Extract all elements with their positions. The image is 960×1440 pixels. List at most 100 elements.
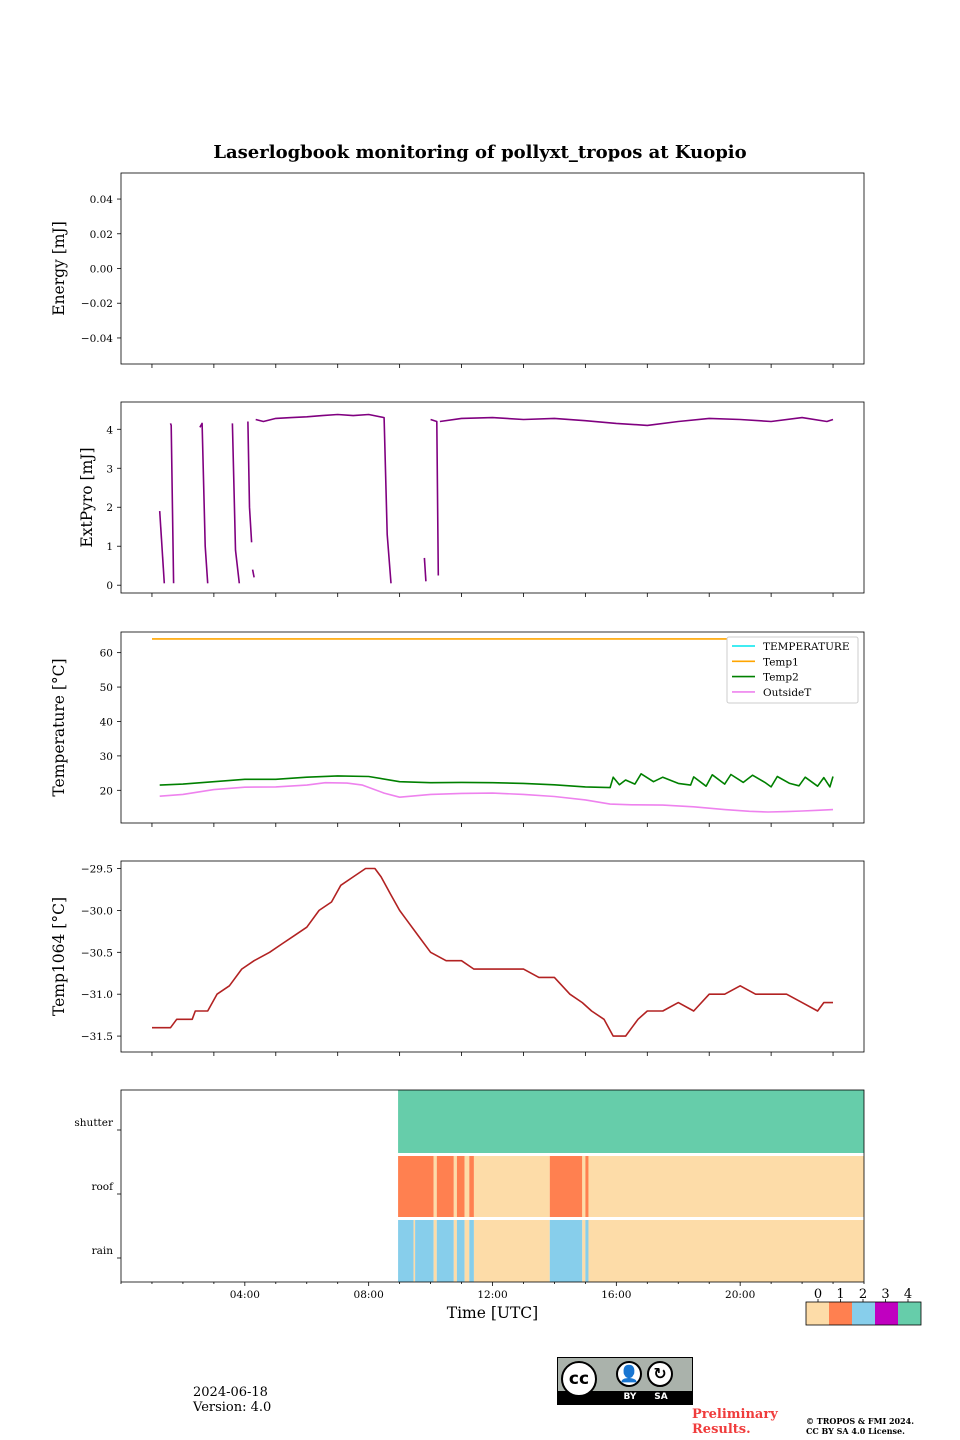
flag-cell-roof (588, 1156, 864, 1217)
copyright-line2: CC BY SA 4.0 License. (806, 1426, 905, 1436)
colorbar-tick-label: 2 (859, 1287, 867, 1302)
flag-cell-rain (464, 1220, 470, 1282)
colorbar-cell-2 (852, 1302, 875, 1325)
flag-cell-rain (398, 1220, 414, 1282)
y-tick-label: −31.0 (81, 989, 113, 1001)
panel-extpyro: 0 1 2 3 4 ExtPyro [mJ] (78, 401, 865, 597)
y-axis-label: Temperature [°C] (50, 658, 68, 796)
flag-cell-rain (473, 1220, 550, 1282)
y-tick-label: 0.02 (90, 229, 113, 241)
flag-cell-rain (415, 1220, 434, 1282)
y-axis-label: ExtPyro [mJ] (78, 447, 96, 547)
y-tick-label: 40 (100, 716, 113, 728)
flag-cell-roof (398, 1156, 434, 1217)
y-tick-label: −30.5 (81, 947, 113, 959)
flag-cell-roof (549, 1156, 583, 1217)
share-alike-icon: ↻ (647, 1361, 673, 1387)
footer-date: 2024-06-18 (193, 1385, 268, 1400)
colorbar-tick-label: 1 (836, 1287, 844, 1302)
flag-cell-roof (436, 1156, 454, 1217)
legend: TEMPERATURE Temp1 Temp2 OutsideT (726, 636, 859, 704)
legend-label-OutsideT: OutsideT (763, 687, 811, 699)
y-tick-label: −0.04 (81, 333, 113, 345)
flag-cell-shutter (398, 1090, 864, 1153)
y-tick-label: 3 (106, 463, 113, 475)
x-tick-label: 04:00 (230, 1289, 260, 1301)
series-line-ExtPyro (439, 416, 834, 427)
colorbar-cell-4 (898, 1302, 921, 1325)
colorbar-tick-label: 0 (814, 1287, 822, 1302)
series-line-OutsideT (159, 781, 834, 813)
flag-cell-rain (453, 1220, 457, 1282)
legend-label-Temp1: Temp1 (763, 656, 799, 668)
flag-cell-rain (413, 1220, 416, 1282)
series-line-ExtPyro (255, 413, 392, 584)
series-line-ExtPyro (199, 422, 209, 584)
y-tick-label: −29.5 (81, 864, 113, 876)
preliminary-label-line1: Preliminary (692, 1407, 778, 1422)
panel-temp1064: −29.5 −30.0 −30.5 −31.0 −31.5 Temp1064 [°C] (50, 860, 865, 1056)
flag-cell-rain (436, 1220, 454, 1282)
y-tick-label: 0.04 (90, 194, 114, 206)
axes-frame (120, 860, 865, 1053)
flag-cell-roof (433, 1156, 437, 1217)
flag-cell-rain (549, 1220, 583, 1282)
row-label-shutter: shutter (74, 1117, 114, 1129)
series-line-ExtPyro (423, 557, 427, 582)
x-tick-label: 08:00 (354, 1289, 384, 1301)
row-label-roof: roof (91, 1181, 114, 1193)
axes-frame (120, 401, 865, 594)
flag-cell-roof (469, 1156, 474, 1217)
y-tick-label: 4 (106, 424, 113, 436)
flag-cell-rain (582, 1220, 586, 1282)
cc-sa-label: SA (654, 1392, 668, 1402)
x-tick-label: 16:00 (601, 1289, 631, 1301)
footer-version: Version: 4.0 (193, 1400, 272, 1415)
flag-cell-roof (456, 1156, 465, 1217)
flag-cell-rain (456, 1220, 465, 1282)
preliminary-label-line2: Results. (692, 1422, 751, 1437)
y-tick-label: 30 (100, 751, 113, 763)
x-tick-label: 20:00 (725, 1289, 755, 1301)
y-tick-label: 2 (106, 502, 113, 514)
panel-temperature: 20 30 40 50 60 Temperature [°C] TEMPERATURE Tem… (50, 631, 865, 827)
series-line-ExtPyro (247, 421, 253, 543)
flag-cell-roof (453, 1156, 457, 1217)
chart-title: Laserlogbook monitoring of pollyxt_tropo… (213, 142, 746, 163)
legend-label-Temp2: Temp2 (763, 672, 799, 684)
y-tick-label: 60 (100, 648, 113, 660)
colorbar-tick-label: 4 (904, 1287, 912, 1302)
cc-logo-icon: cc (561, 1361, 597, 1397)
series-line-ExtPyro (158, 511, 166, 584)
colorbar-frame (805, 1301, 922, 1326)
series-line-Temp2 (159, 773, 834, 789)
y-tick-label: −0.02 (81, 298, 113, 310)
y-axis-label: Energy [mJ] (50, 221, 68, 316)
flag-cell-roof (464, 1156, 470, 1217)
series-line-Temp1064 (152, 867, 833, 1037)
y-tick-label: 0.00 (90, 264, 113, 276)
y-tick-label: 50 (100, 682, 113, 694)
flag-cell-rain (585, 1220, 589, 1282)
x-tick-label: 12:00 (477, 1289, 507, 1301)
colorbar-cell-1 (829, 1302, 852, 1325)
flag-cell-roof (582, 1156, 586, 1217)
copyright-line1: © TROPOS & FMI 2024. (806, 1416, 915, 1426)
panel-energy: 0.04 0.02 0.00 −0.02 −0.04 Energy [mJ] (50, 172, 865, 368)
series-line-ExtPyro (169, 423, 175, 584)
flag-cell-roof (585, 1156, 589, 1217)
series-line-ExtPyro (430, 418, 440, 576)
flag-cell-rain (588, 1220, 864, 1282)
cc-by-sa-badge: cc 👤 ↻ BY SA (557, 1357, 693, 1405)
y-tick-label: −30.0 (81, 905, 113, 917)
legend-label-TEMPERATURE: TEMPERATURE (763, 641, 850, 653)
cc-by-label: BY (623, 1392, 637, 1402)
series-line-ExtPyro (251, 569, 255, 578)
y-tick-label: 1 (106, 541, 113, 553)
x-axis-label: Time [UTC] (447, 1304, 538, 1322)
y-axis-label: Temp1064 [°C] (50, 897, 68, 1016)
flag-cell-roof (473, 1156, 550, 1217)
